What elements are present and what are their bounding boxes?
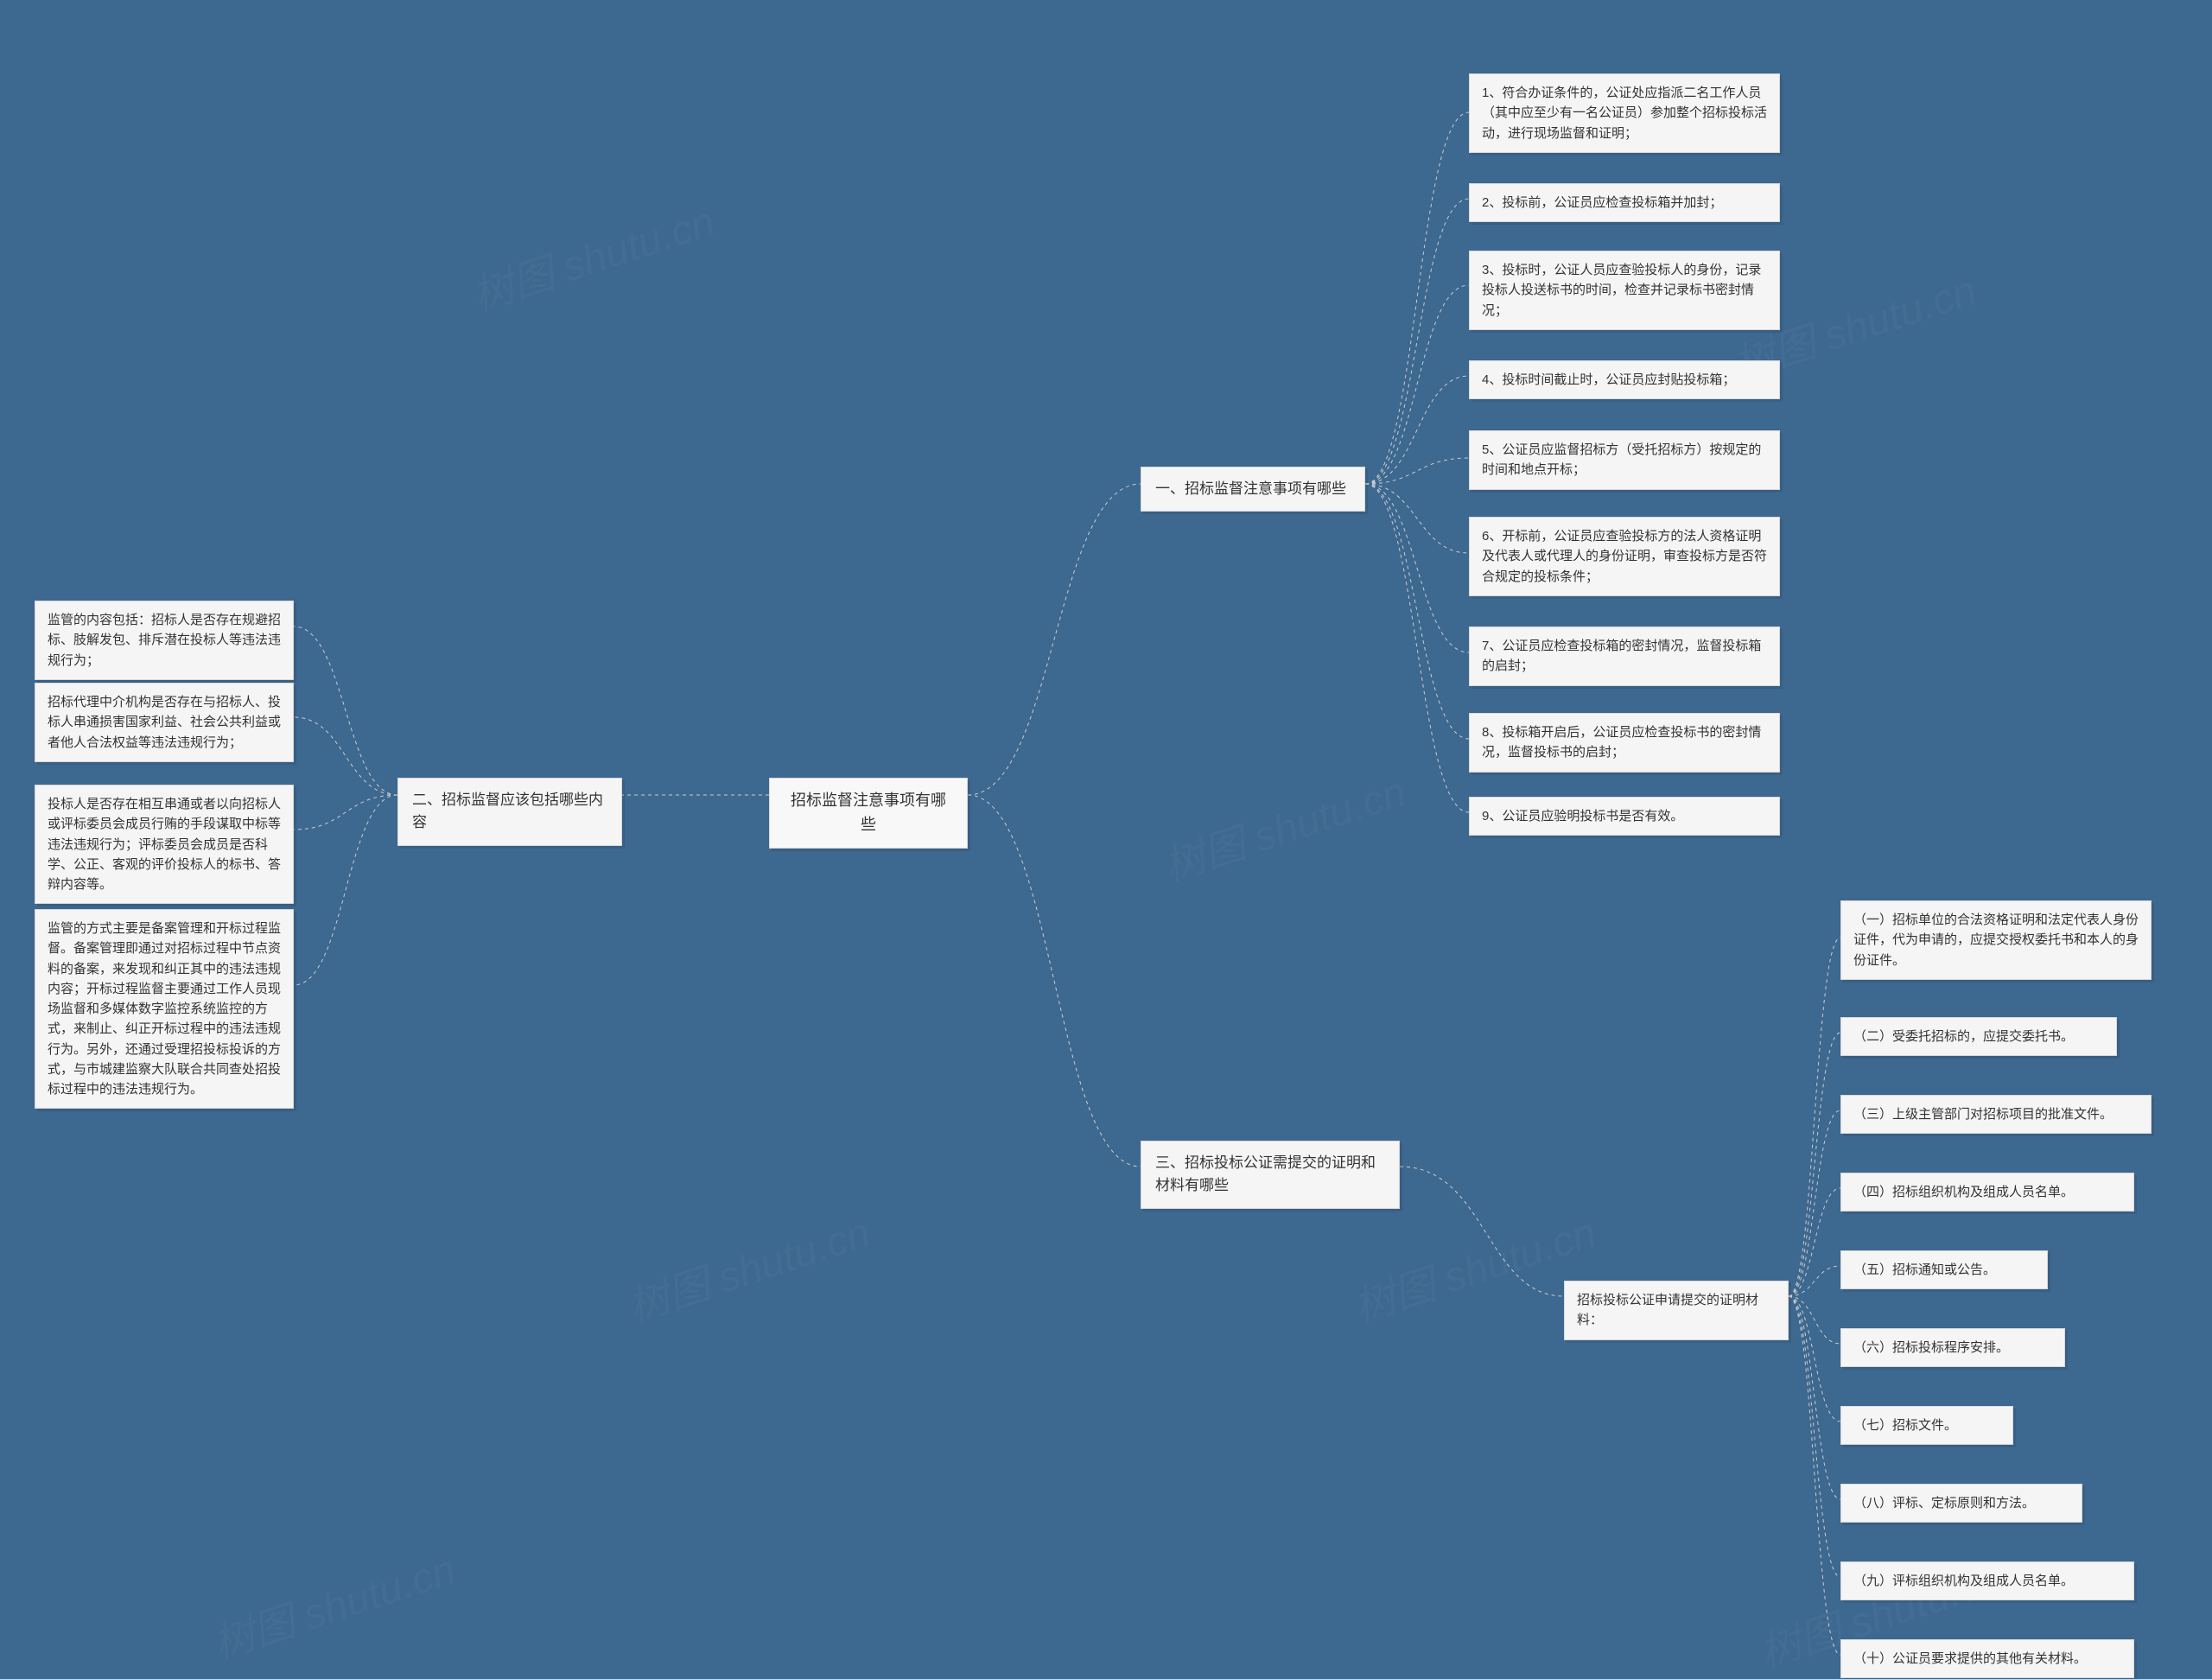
branch-3-item-9: （九）评标组织机构及组成人员名单。	[1840, 1561, 2134, 1600]
watermark: 树图 shutu.cn	[463, 188, 721, 322]
branch-1-item-8: 8、投标箱开启后，公证员应检查投标书的密封情况，监督投标书的启封；	[1469, 713, 1780, 773]
watermark: 树图 shutu.cn	[1154, 758, 1412, 893]
branch-3-item-10: （十）公证员要求提供的其他有关材料。	[1840, 1639, 2134, 1678]
branch-3-item-1: （一）招标单位的合法资格证明和法定代表人身份证件，代为申请的，应提交授权委托书和…	[1840, 900, 2152, 980]
watermark: 树图 shutu.cn	[619, 1199, 876, 1333]
branch-2-item-3: 投标人是否存在相互串通或者以向招标人或评标委员会成员行贿的手段谋取中标等违法违规…	[35, 785, 294, 904]
branch-3-item-3: （三）上级主管部门对招标项目的批准文件。	[1840, 1095, 2152, 1134]
branch-3-item-6: （六）招标投标程序安排。	[1840, 1328, 2065, 1367]
branch-3: 三、招标投标公证需提交的证明和材料有哪些	[1141, 1141, 1400, 1209]
branch-1-item-6: 6、开标前，公证员应查验投标方的法人资格证明及代表人或代理人的身份证明，审查投标…	[1469, 517, 1780, 596]
branch-2: 二、招标监督应该包括哪些内容	[397, 778, 622, 846]
branch-1-item-3: 3、投标时，公证人员应查验投标人的身份，记录投标人投送标书的时间，检查并记录标书…	[1469, 251, 1780, 330]
branch-1: 一、招标监督注意事项有哪些	[1141, 467, 1365, 512]
branch-3-sub: 招标投标公证申请提交的证明材料：	[1564, 1281, 1789, 1340]
branch-3-item-8: （八）评标、定标原则和方法。	[1840, 1484, 2082, 1523]
branch-3-item-2: （二）受委托招标的，应提交委托书。	[1840, 1017, 2117, 1056]
branch-1-item-7: 7、公证员应检查投标箱的密封情况，监督投标箱的启封；	[1469, 626, 1780, 686]
branch-1-item-5: 5、公证员应监督招标方（受托招标方）按规定的时间和地点开标；	[1469, 430, 1780, 490]
branch-1-item-4: 4、投标时间截止时，公证员应封贴投标箱；	[1469, 360, 1780, 399]
branch-3-item-4: （四）招标组织机构及组成人员名单。	[1840, 1173, 2134, 1212]
branch-3-item-5: （五）招标通知或公告。	[1840, 1250, 2048, 1289]
branch-1-item-2: 2、投标前，公证员应检查投标箱并加封；	[1469, 183, 1780, 222]
branch-2-item-2: 招标代理中介机构是否存在与招标人、投标人串通损害国家利益、社会公共利益或者他人合…	[35, 683, 294, 762]
branch-1-item-9: 9、公证员应验明投标书是否有效。	[1469, 797, 1780, 836]
branch-2-item-4: 监管的方式主要是备案管理和开标过程监督。备案管理即通过对招标过程中节点资料的备案…	[35, 909, 294, 1109]
branch-1-item-1: 1、符合办证条件的，公证处应指派二名工作人员（其中应至少有一名公证员）参加整个招…	[1469, 73, 1780, 153]
root-node: 招标监督注意事项有哪些	[769, 778, 968, 849]
branch-2-item-1: 监管的内容包括：招标人是否存在规避招标、肢解发包、排斥潜在投标人等违法违规行为；	[35, 601, 294, 680]
watermark: 树图 shutu.cn	[204, 1536, 461, 1670]
branch-3-item-7: （七）招标文件。	[1840, 1406, 2013, 1445]
